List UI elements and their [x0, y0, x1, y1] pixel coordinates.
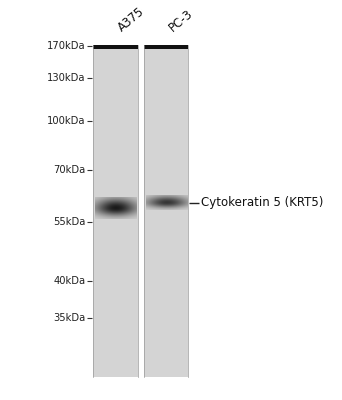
Text: 130kDa: 130kDa: [47, 73, 86, 83]
Text: 55kDa: 55kDa: [53, 217, 86, 227]
Bar: [93, 44, 137, 49]
Bar: [144, 44, 188, 376]
Text: 70kDa: 70kDa: [53, 164, 86, 174]
Text: Cytokeratin 5 (KRT5): Cytokeratin 5 (KRT5): [201, 196, 323, 209]
Text: PC-3: PC-3: [166, 8, 195, 35]
Bar: [93, 44, 137, 376]
Text: 100kDa: 100kDa: [47, 116, 86, 126]
Bar: [144, 44, 188, 49]
Text: 35kDa: 35kDa: [53, 313, 86, 323]
Text: 170kDa: 170kDa: [47, 42, 86, 52]
Text: 40kDa: 40kDa: [53, 276, 86, 286]
Text: A375: A375: [116, 5, 147, 35]
